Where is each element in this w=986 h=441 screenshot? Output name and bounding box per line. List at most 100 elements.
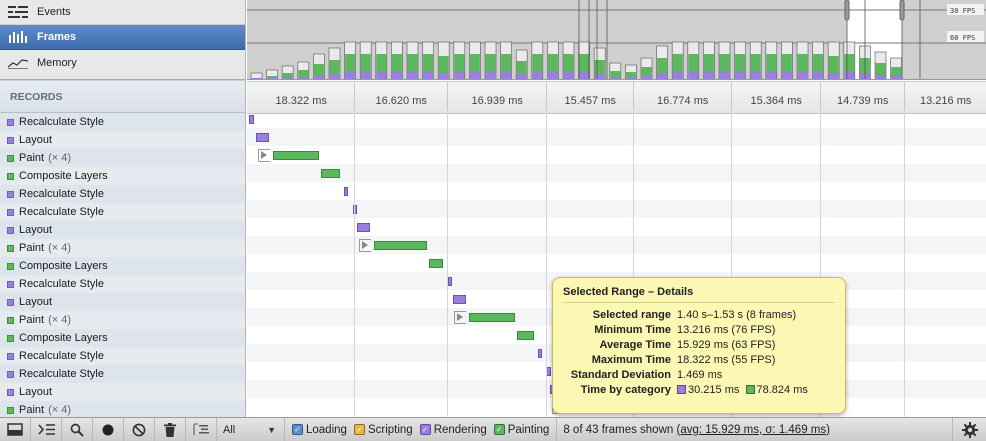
detail-key: Selected range [592, 309, 671, 321]
record-bar[interactable] [273, 151, 319, 160]
garbage-collect-button[interactable] [155, 418, 186, 441]
timeline-row[interactable] [247, 128, 986, 146]
frame-bar-rendering [813, 72, 824, 79]
frames-stats-link[interactable]: (avg: 15.929 ms, σ: 1.469 ms) [676, 423, 830, 436]
category-swatch [7, 226, 14, 234]
frame-bar-rendering [329, 74, 340, 79]
record-row[interactable]: Recalculate Style [0, 113, 245, 131]
timeline-row[interactable] [247, 146, 986, 164]
glue-records-button[interactable] [186, 418, 217, 441]
frame-bar-rendering [298, 77, 309, 79]
record-row[interactable]: Recalculate Style [0, 347, 245, 365]
expand-triangle-icon[interactable] [457, 313, 463, 321]
checkbox-icon[interactable]: ✓ [419, 424, 431, 435]
record-row[interactable]: Paint (× 4) [0, 311, 245, 329]
record-bar[interactable] [429, 259, 443, 268]
record-bar[interactable] [374, 241, 427, 250]
record-row[interactable]: Layout [0, 293, 245, 311]
frames-overview[interactable]: 30 FPS 60 FPS [247, 0, 986, 80]
filter-painting[interactable]: ✓ Painting [487, 424, 549, 436]
record-bar[interactable] [344, 187, 348, 196]
record-row[interactable]: Paint (× 4) [0, 239, 245, 257]
record-bar[interactable] [538, 349, 542, 358]
frame-duration-label: 16.620 ms [375, 95, 427, 107]
details-table: Selected range 1.40 s–1.53 s (8 frames) Mi… [563, 308, 808, 398]
timeline-row[interactable] [247, 164, 986, 182]
record-row[interactable]: Recalculate Style [0, 365, 245, 383]
frame-bar-painting [329, 60, 340, 79]
category-swatch [7, 262, 14, 270]
frame-gridline [904, 110, 905, 417]
timeline-row[interactable] [247, 182, 986, 200]
category-swatch [7, 118, 14, 126]
record-bar[interactable] [256, 133, 269, 142]
record-row[interactable]: Paint (× 4) [0, 401, 245, 419]
record-bar[interactable] [517, 331, 534, 340]
record-bar[interactable] [469, 313, 515, 322]
frame-gridline [447, 110, 448, 417]
record-row[interactable]: Recalculate Style [0, 203, 245, 221]
mode-events[interactable]: Events [0, 0, 245, 25]
timeline-row[interactable] [247, 236, 986, 254]
frame-bar-rendering [345, 72, 356, 79]
frame-bar-rendering [594, 74, 605, 79]
filter-rendering[interactable]: ✓ Rendering [413, 424, 487, 436]
filter-scripting[interactable]: ✓ Scripting [347, 424, 413, 436]
filter-loading[interactable]: ✓ Loading [285, 424, 347, 436]
record-row[interactable]: Layout [0, 131, 245, 149]
frame-gridline [633, 110, 634, 417]
frame-bar-rendering [828, 73, 839, 79]
mode-frames[interactable]: Frames [0, 25, 245, 50]
timeline-row[interactable] [247, 326, 986, 344]
frame-bar-painting [516, 61, 527, 79]
category-swatch [7, 136, 14, 144]
timeline-row[interactable] [247, 110, 986, 128]
record-bar[interactable] [448, 277, 452, 286]
clear-button[interactable] [124, 418, 155, 441]
detail-key: Maximum Time [591, 354, 671, 366]
checkbox-icon[interactable]: ✓ [292, 424, 303, 435]
record-row[interactable]: Paint (× 4) [0, 149, 245, 167]
frame-bar-rendering [376, 72, 387, 79]
mode-memory[interactable]: Memory [0, 50, 245, 75]
record-row[interactable]: Composite Layers [0, 167, 245, 185]
record-bar[interactable] [353, 205, 357, 214]
checkbox-icon[interactable]: ✓ [353, 424, 365, 435]
record-row[interactable]: Composite Layers [0, 329, 245, 347]
timeline-row[interactable] [247, 218, 986, 236]
record-row[interactable]: Recalculate Style [0, 275, 245, 293]
frame-bar-rendering [657, 73, 668, 79]
record-bar[interactable] [249, 115, 254, 124]
record-filter-select[interactable]: All ▼ [217, 418, 285, 441]
record-row[interactable]: Layout [0, 221, 245, 239]
record-bar[interactable] [357, 223, 370, 232]
expand-triangle-icon[interactable] [362, 241, 368, 249]
category-swatch [7, 352, 14, 360]
frame-bar-rendering [251, 78, 262, 79]
search-button[interactable] [62, 418, 93, 441]
filter-label: Loading [306, 423, 347, 436]
frames-shown-status: 8 of 43 frames shown (avg: 15.929 ms, σ:… [557, 424, 830, 436]
frame-bar-painting [501, 54, 512, 79]
frame-bar-rendering [407, 72, 418, 79]
category-filters: ✓ Loading ✓ Scripting ✓ Rendering ✓ Painting [285, 424, 549, 436]
timeline-row[interactable] [247, 290, 986, 308]
frame-bar-rendering [781, 72, 792, 79]
timeline-row[interactable] [247, 254, 986, 272]
dock-button[interactable] [0, 418, 31, 441]
record-row[interactable]: Recalculate Style [0, 185, 245, 203]
category-swatch [7, 370, 14, 378]
checkbox-icon[interactable]: ✓ [493, 424, 505, 435]
record-row[interactable]: Layout [0, 383, 245, 401]
expand-triangle-icon[interactable] [261, 151, 267, 159]
frame-bar-painting [797, 54, 808, 79]
record-bar[interactable] [321, 169, 340, 178]
frame-bar [266, 69, 278, 79]
console-button[interactable] [31, 418, 62, 441]
settings-button[interactable] [952, 418, 986, 441]
record-button[interactable] [93, 418, 124, 441]
timeline-row[interactable] [247, 200, 986, 218]
record-row[interactable]: Composite Layers [0, 257, 245, 275]
record-bar[interactable] [453, 295, 466, 304]
glue-records-icon [193, 423, 209, 435]
